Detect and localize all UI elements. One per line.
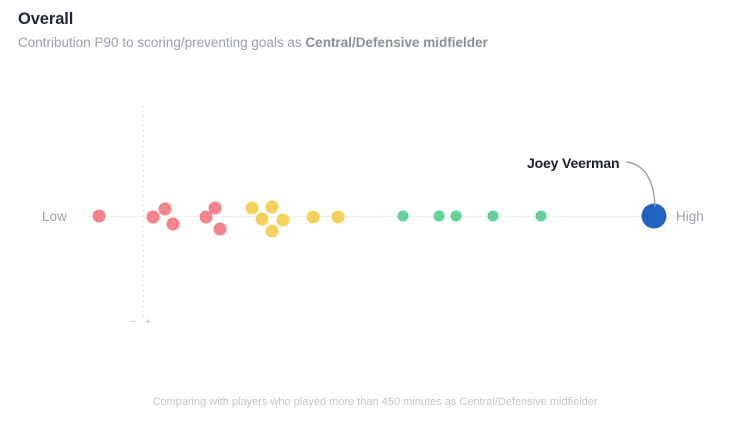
axis-line	[88, 216, 668, 217]
data-point[interactable]	[487, 210, 499, 222]
data-point[interactable]	[265, 200, 279, 214]
data-point[interactable]	[433, 210, 445, 222]
data-point[interactable]	[331, 210, 345, 224]
data-point[interactable]	[158, 202, 172, 216]
data-point[interactable]	[213, 222, 227, 236]
data-point[interactable]	[166, 217, 180, 231]
data-point[interactable]	[255, 212, 269, 226]
data-point[interactable]	[535, 210, 547, 222]
chart-subtitle: Contribution P90 to scoring/preventing g…	[18, 34, 718, 52]
data-point[interactable]	[265, 224, 279, 238]
reference-line	[143, 105, 144, 320]
data-point[interactable]	[450, 210, 462, 222]
highlighted-data-point[interactable]	[641, 203, 667, 229]
data-point[interactable]	[276, 213, 290, 227]
chart-subtitle-prefix: Contribution P90 to scoring/preventing g…	[18, 35, 306, 50]
chart-subtitle-position: Central/Defensive midfielder	[305, 35, 488, 50]
data-point[interactable]	[199, 210, 213, 224]
reference-positive-marker: +	[145, 317, 151, 328]
data-point[interactable]	[146, 210, 160, 224]
axis-label-high: High	[676, 209, 704, 224]
chart-header: Overall Contribution P90 to scoring/prev…	[18, 8, 718, 52]
axis-label-low: Low	[42, 209, 67, 224]
highlight-annotation-label: Joey Veerman	[527, 155, 620, 171]
data-point[interactable]	[245, 201, 259, 215]
data-point[interactable]	[92, 209, 106, 223]
data-point[interactable]	[306, 210, 320, 224]
reference-negative-marker: −	[130, 317, 136, 328]
data-point[interactable]	[208, 201, 222, 215]
chart-footnote: Comparing with players who played more t…	[152, 396, 598, 408]
data-point[interactable]	[397, 210, 409, 222]
annotation-connector-icon	[626, 161, 656, 207]
page-title: Overall	[18, 10, 74, 28]
